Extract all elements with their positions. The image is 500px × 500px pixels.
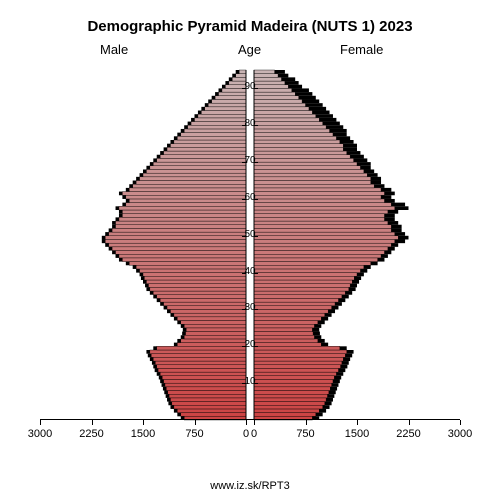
y-tick-label: 90: [242, 81, 258, 92]
age-label: Age: [238, 42, 261, 57]
x-tick-label: 3000: [25, 428, 55, 440]
x-tick-label: 2250: [394, 428, 424, 440]
x-tick-label: 2250: [77, 428, 107, 440]
pyramid-chart: Demographic Pyramid Madeira (NUTS 1) 202…: [0, 0, 500, 500]
x-tick-mark: [195, 420, 196, 425]
x-tick-mark: [409, 420, 410, 425]
x-axis-line: [40, 419, 460, 420]
chart-title: Demographic Pyramid Madeira (NUTS 1) 202…: [0, 18, 500, 35]
footer-text: www.iz.sk/RPT3: [0, 480, 500, 492]
x-tick-label: 750: [180, 428, 210, 440]
y-tick-label: 50: [242, 229, 258, 240]
x-tick-label: 1500: [128, 428, 158, 440]
y-tick-label: 70: [242, 155, 258, 166]
x-tick-mark: [254, 420, 255, 425]
y-tick-label: 60: [242, 192, 258, 203]
x-tick-mark: [246, 420, 247, 425]
y-tick-label: 20: [242, 339, 258, 350]
x-tick-label: 0: [239, 428, 269, 440]
x-tick-label: 1500: [342, 428, 372, 440]
y-tick-label: 30: [242, 302, 258, 313]
x-tick-label: 750: [291, 428, 321, 440]
x-tick-mark: [143, 420, 144, 425]
y-tick-label: 10: [242, 376, 258, 387]
female-label: Female: [340, 42, 383, 57]
x-tick-mark: [357, 420, 358, 425]
x-tick-label: 3000: [445, 428, 475, 440]
y-tick-label: 40: [242, 266, 258, 277]
x-tick-mark: [40, 420, 41, 425]
x-tick-mark: [460, 420, 461, 425]
plot-area: 30002250150075000750150022503000 1020304…: [40, 60, 460, 440]
x-tick-mark: [306, 420, 307, 425]
y-tick-label: 80: [242, 118, 258, 129]
x-tick-mark: [92, 420, 93, 425]
male-label: Male: [100, 42, 128, 57]
